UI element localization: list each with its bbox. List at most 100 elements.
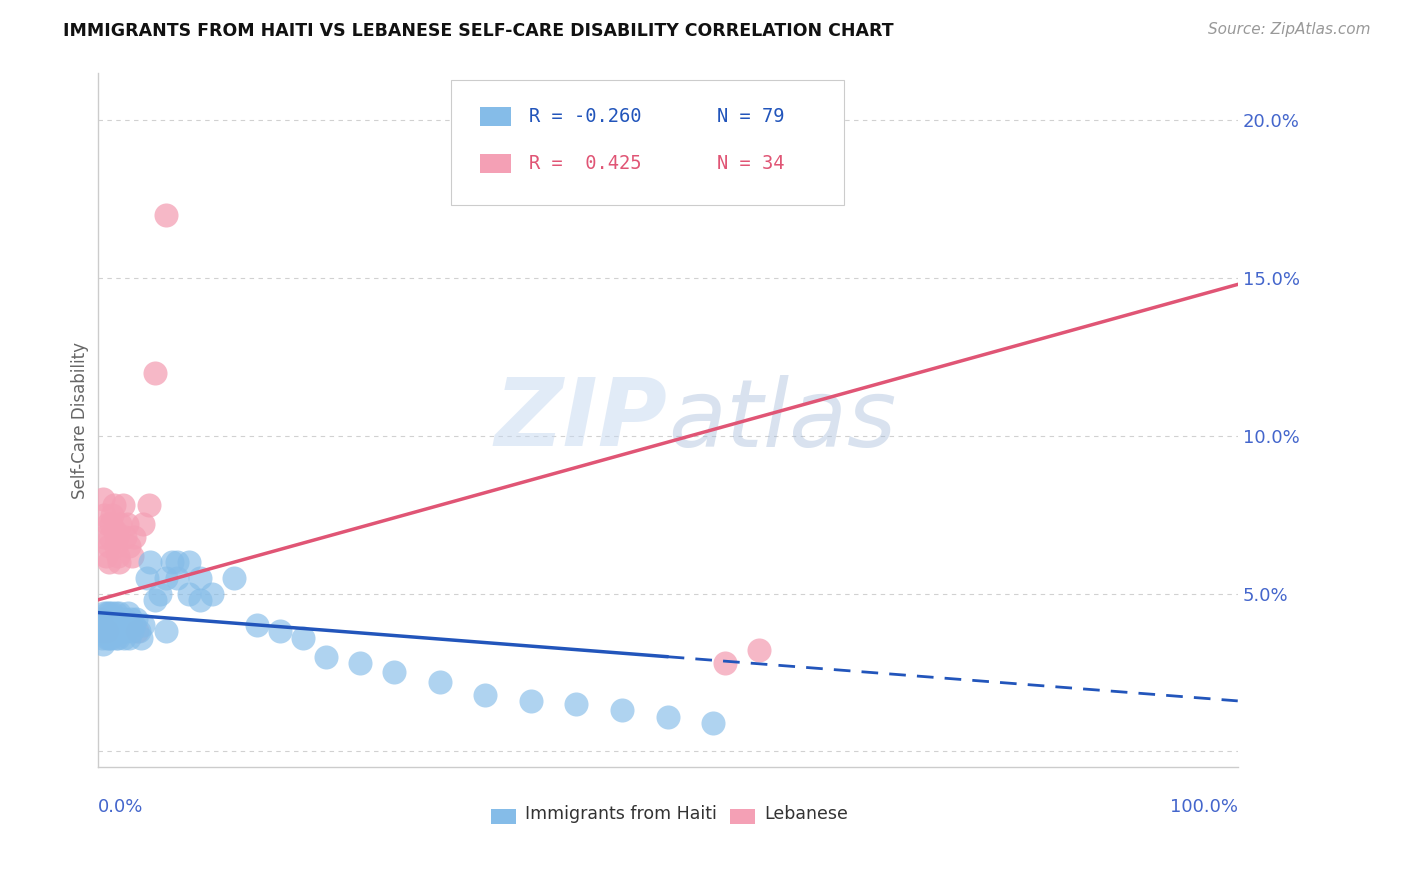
Text: ZIP: ZIP (495, 374, 668, 466)
Point (114, 612, 136, 626)
Point (111, 498, 134, 512)
Point (110, 618, 132, 632)
Point (155, 208, 177, 222)
Point (132, 517, 155, 532)
Point (100, 631, 122, 645)
Point (105, 530, 128, 544)
Text: Source: ZipAtlas.com: Source: ZipAtlas.com (1208, 22, 1371, 37)
Point (98, 555, 121, 569)
Point (110, 624, 132, 639)
Y-axis label: Self-Care Disability: Self-Care Disability (72, 342, 89, 499)
Point (112, 631, 135, 645)
Point (103, 618, 125, 632)
Text: 0.0%: 0.0% (97, 798, 143, 816)
Point (103, 498, 125, 512)
Point (104, 618, 127, 632)
Point (122, 530, 145, 544)
Point (118, 631, 141, 645)
Point (474, 688, 496, 702)
Point (104, 539, 127, 553)
Point (657, 709, 679, 723)
Point (520, 694, 543, 708)
Point (127, 624, 149, 639)
Text: R = -0.260: R = -0.260 (529, 107, 641, 126)
Point (115, 517, 138, 532)
Point (565, 697, 588, 711)
Text: Immigrants from Haiti: Immigrants from Haiti (524, 805, 717, 822)
Point (125, 612, 148, 626)
Point (160, 555, 183, 569)
Point (98, 624, 121, 639)
Point (128, 624, 150, 639)
Point (111, 618, 134, 632)
Point (429, 675, 451, 690)
Point (246, 618, 269, 632)
Point (101, 624, 124, 639)
Point (89, 624, 111, 639)
Text: N = 34: N = 34 (717, 153, 785, 173)
Point (224, 571, 246, 585)
Point (166, 571, 188, 585)
Point (132, 618, 155, 632)
Point (104, 606, 127, 620)
Point (97, 624, 120, 639)
Point (149, 586, 172, 600)
Point (107, 631, 129, 645)
Point (143, 366, 166, 380)
Point (188, 593, 211, 607)
Point (115, 624, 138, 639)
Point (101, 606, 124, 620)
Point (104, 524, 127, 538)
Point (166, 555, 188, 569)
Point (93, 606, 115, 620)
Point (93, 508, 115, 522)
Point (90, 612, 112, 626)
Point (177, 586, 200, 600)
FancyBboxPatch shape (491, 809, 516, 824)
Point (97, 618, 120, 632)
Point (713, 656, 735, 670)
Point (96, 606, 118, 620)
Point (118, 539, 141, 553)
Point (98, 612, 121, 626)
FancyBboxPatch shape (479, 153, 512, 173)
Point (104, 624, 127, 639)
Point (97, 517, 120, 532)
FancyBboxPatch shape (451, 80, 845, 205)
Point (103, 612, 125, 626)
Point (98, 631, 121, 645)
Point (610, 703, 633, 717)
Point (93, 530, 115, 544)
Point (98, 539, 121, 553)
Point (96, 631, 118, 645)
Point (100, 517, 122, 532)
Point (349, 656, 371, 670)
Point (120, 612, 142, 626)
FancyBboxPatch shape (479, 107, 512, 127)
Point (177, 555, 200, 569)
Text: Lebanese: Lebanese (765, 805, 848, 822)
Point (98, 530, 121, 544)
Point (91, 624, 114, 639)
Point (291, 631, 314, 645)
Point (269, 624, 291, 639)
Point (100, 612, 122, 626)
Point (110, 612, 132, 626)
Point (98, 618, 121, 632)
Text: 100.0%: 100.0% (1170, 798, 1237, 816)
Point (90, 618, 112, 632)
Point (155, 624, 177, 639)
Point (94, 618, 117, 632)
Point (91, 612, 114, 626)
Point (104, 631, 127, 645)
Point (702, 716, 724, 731)
Point (129, 631, 152, 645)
Point (108, 606, 131, 620)
Point (89, 618, 111, 632)
Point (101, 508, 124, 522)
Point (96, 624, 118, 639)
Point (143, 593, 166, 607)
Text: atlas: atlas (668, 375, 896, 466)
Point (108, 555, 131, 569)
Point (382, 665, 405, 680)
